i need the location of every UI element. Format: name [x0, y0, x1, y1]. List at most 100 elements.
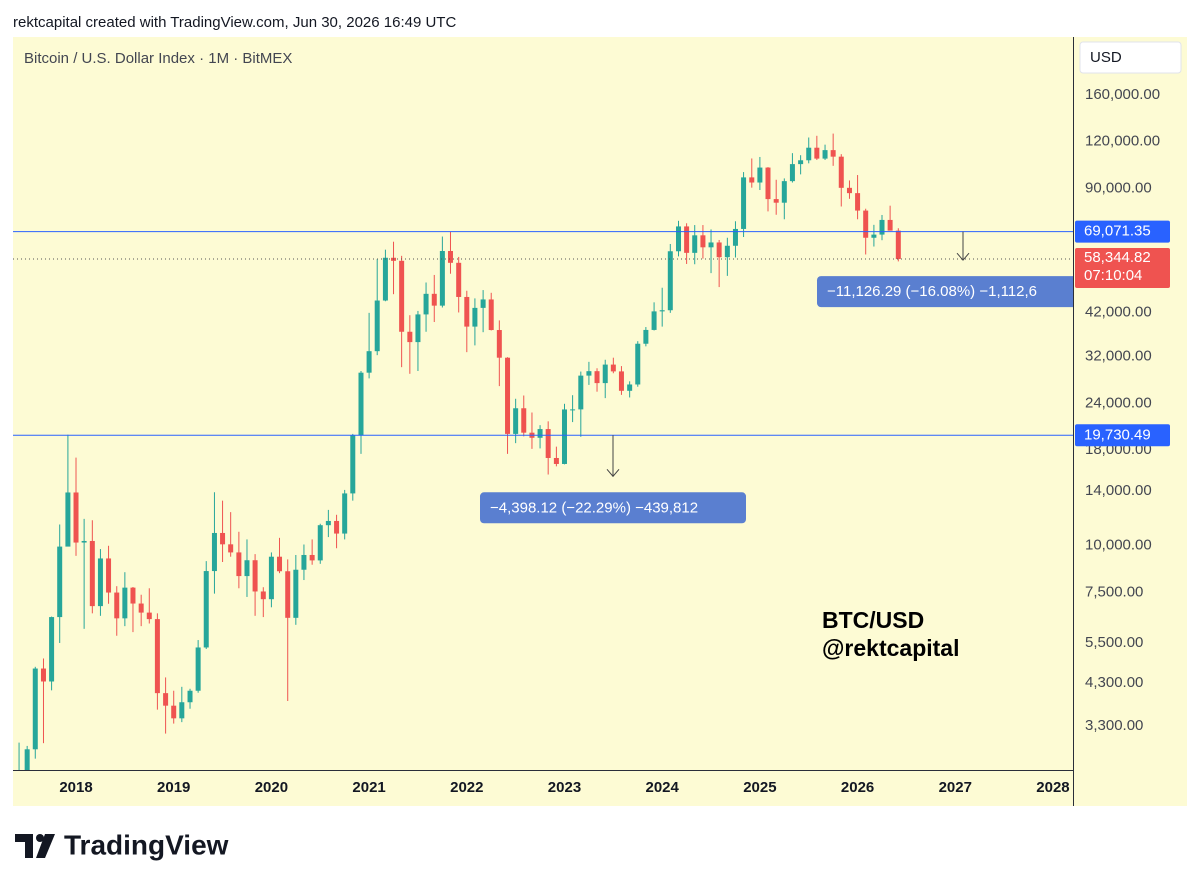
candle-body [146, 612, 152, 620]
candle-body [342, 493, 348, 534]
candle-body [757, 167, 763, 183]
price-label-box [1075, 424, 1170, 447]
candle-body [741, 177, 747, 229]
candle-body [610, 364, 616, 372]
header: rektcapital created with TradingView.com… [13, 14, 456, 31]
candle-body [879, 219, 885, 235]
currency: USD [1090, 49, 1122, 66]
measure-label: −4,398.12 (−22.29%) −439,812 [490, 499, 698, 516]
candle-body [480, 299, 486, 308]
x-tick-label: 2018 [59, 779, 92, 796]
candle-body [594, 371, 600, 384]
candle-body [211, 532, 217, 572]
candle-body [57, 546, 63, 618]
candle-body [73, 492, 79, 543]
y-tick-label: 14,000.00 [1085, 482, 1152, 499]
x-tick-label: 2024 [646, 779, 680, 796]
y-tick-label: 32,000.00 [1085, 348, 1152, 365]
candle-body [439, 250, 445, 306]
candle-body [724, 245, 730, 258]
candle-body [855, 193, 861, 211]
candle-body [228, 544, 234, 553]
candle-body [822, 150, 828, 159]
price-label-box [1075, 220, 1170, 243]
x-tick-label: 2020 [255, 779, 288, 796]
candle-body [887, 219, 893, 231]
candle-body [545, 429, 551, 458]
candle-body [49, 617, 55, 682]
y-tick-label: 10,000.00 [1085, 537, 1152, 554]
x-tick-label: 2019 [157, 779, 190, 796]
price-label: 19,730.49 [1084, 426, 1151, 443]
logo-shape [15, 834, 33, 858]
candle-body [97, 558, 103, 607]
x-tick-label: 2022 [450, 779, 483, 796]
candle-body [537, 429, 543, 438]
x-tick-label: 2025 [743, 779, 776, 796]
candle-body [863, 210, 869, 238]
measure-label: −11,126.29 (−16.08%) −1,112,6 [827, 283, 1037, 300]
candle-body [659, 310, 665, 312]
candle-body [268, 556, 274, 600]
candle-body [366, 351, 372, 373]
candle-body [154, 619, 160, 694]
candle-body [838, 156, 844, 188]
y-tick-label: 7,500.00 [1085, 584, 1143, 601]
candle-body [765, 167, 771, 200]
candle-body [496, 330, 502, 358]
watermark: BTC/USD [822, 607, 924, 633]
candle-body [325, 520, 331, 526]
y-tick-label: 160,000.00 [1085, 86, 1160, 103]
candle-body [138, 603, 144, 613]
candle-body [293, 569, 299, 618]
candle-body [700, 235, 706, 248]
arrow-head [606, 468, 620, 478]
candle-body [195, 647, 201, 691]
candle-body [618, 371, 624, 391]
candle-body [277, 556, 283, 572]
candle-body [317, 525, 323, 561]
y-tick-label: 4,300.00 [1085, 674, 1143, 691]
countdown: 07:10:04 [1084, 267, 1142, 284]
candle-body [447, 250, 453, 263]
candle-body [171, 705, 177, 719]
candle-body [570, 409, 576, 411]
chart-background [13, 37, 1187, 806]
brand: TradingView [64, 829, 229, 860]
measure-box [480, 492, 746, 524]
candle-body [187, 690, 193, 703]
candle-body [252, 560, 258, 592]
candle-body [789, 164, 795, 182]
axis-labels: 2018 2019 2020 2021 2022 2023 2024 2025 2026 2027… [59, 86, 1170, 796]
candle-body [309, 554, 315, 561]
candle-body [163, 693, 169, 706]
candle-body [830, 150, 836, 157]
candle-body [684, 226, 690, 253]
candle-body [895, 230, 901, 260]
candle-body [749, 177, 755, 183]
candle-body [203, 571, 209, 648]
logo-shape [36, 834, 55, 858]
candle-body [553, 457, 559, 464]
plot-area: −11,126.29 (−16.08%) −1,112,6 −4,398.12 (… [13, 133, 1073, 770]
candle-body [236, 552, 242, 577]
candle-body [301, 554, 307, 570]
candle-body [602, 364, 608, 384]
last-price-box [1075, 248, 1170, 289]
candle-body [732, 228, 738, 246]
candle-body [456, 262, 462, 297]
candle-body [130, 587, 136, 604]
candle-body [40, 668, 46, 682]
price-label: 69,071.35 [1084, 223, 1151, 240]
candle-body [81, 540, 87, 543]
candle-body [244, 560, 250, 577]
brand-logo: TradingView [15, 829, 229, 860]
candle-body [407, 331, 413, 343]
candle-body [798, 160, 804, 165]
candle-body [676, 226, 682, 252]
candle-body [24, 749, 30, 770]
candle-body [334, 520, 340, 534]
logo-shape [36, 834, 44, 842]
x-tick-label: 2026 [841, 779, 874, 796]
price-axis [1074, 37, 1187, 806]
